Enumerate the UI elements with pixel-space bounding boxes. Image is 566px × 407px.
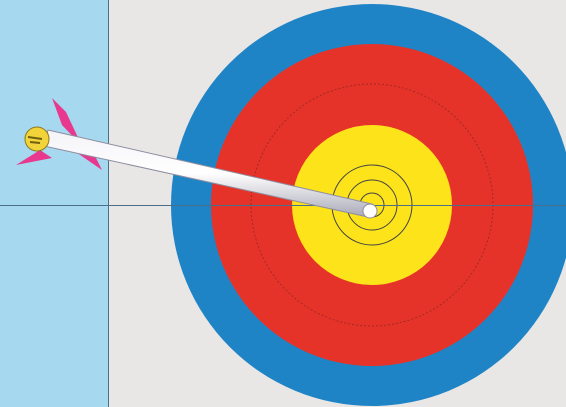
left-strip	[0, 0, 108, 407]
arrow-tip	[363, 204, 377, 218]
page: {}	[0, 0, 566, 407]
scene	[0, 0, 566, 407]
illustration	[0, 0, 566, 407]
